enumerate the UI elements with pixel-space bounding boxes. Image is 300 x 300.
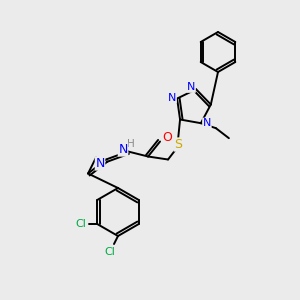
Text: N: N [203, 118, 211, 128]
Text: S: S [174, 138, 182, 151]
Text: N: N [118, 143, 128, 156]
Text: N: N [187, 82, 195, 92]
Text: Cl: Cl [76, 219, 87, 229]
Text: N: N [95, 157, 105, 170]
Text: Cl: Cl [105, 247, 116, 257]
Text: H: H [127, 139, 135, 148]
Text: O: O [162, 131, 172, 144]
Text: N: N [168, 92, 176, 103]
